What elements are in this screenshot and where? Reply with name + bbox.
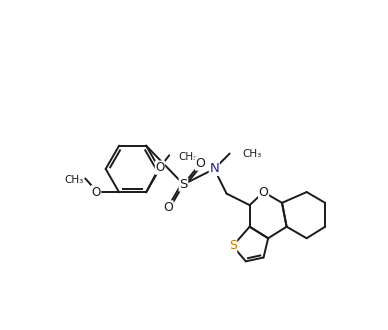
Text: O: O: [163, 201, 173, 214]
Text: N: N: [210, 162, 219, 176]
Text: CH₃: CH₃: [178, 152, 198, 162]
Text: O: O: [92, 186, 100, 199]
Text: CH₃: CH₃: [64, 175, 84, 185]
Text: CH₃: CH₃: [242, 148, 261, 158]
Text: O: O: [196, 157, 205, 170]
Text: S: S: [179, 178, 188, 191]
Text: S: S: [229, 240, 237, 252]
Text: O: O: [155, 161, 165, 174]
Text: O: O: [258, 185, 268, 199]
